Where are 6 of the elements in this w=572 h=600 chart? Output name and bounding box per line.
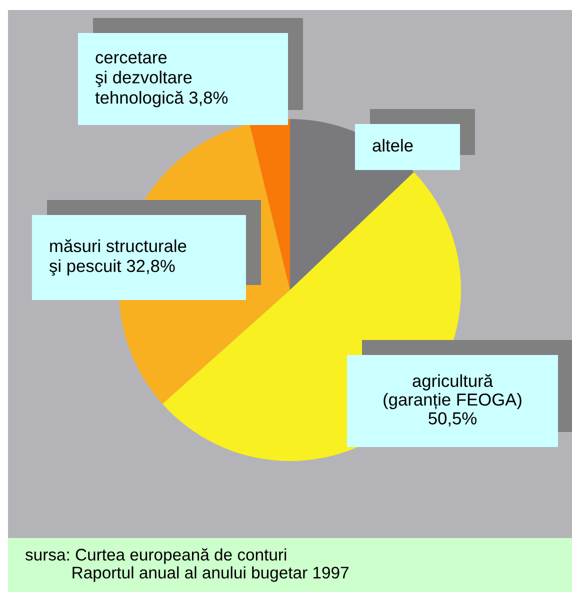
text: sursa: Curtea europeană de conturi Raportul anual al anului bugetar 1997 xyxy=(25,548,348,582)
slice-label: agricultură (garanție FEOGA) 50,5% xyxy=(384,374,522,427)
pie-slice xyxy=(250,119,290,290)
slice-label: altele xyxy=(372,138,413,152)
slice-label: cercetare şi dezvoltare tehnologică 3,8% xyxy=(95,52,228,108)
slice-label: măsuri structurale şi pescuit 32,8% xyxy=(49,239,186,276)
